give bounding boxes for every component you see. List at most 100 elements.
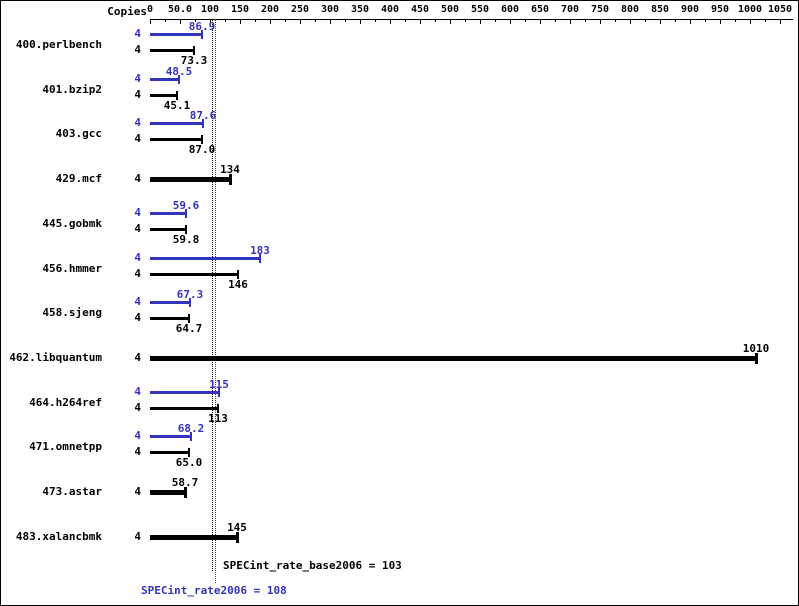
x-axis-major-tick [780,19,781,24]
bar-value-label: 48.5 [165,64,193,78]
x-axis-minor-tick [165,19,166,22]
copies-value: 4 [134,116,141,130]
x-axis-minor-tick [555,19,556,22]
benchmark-label: 458.sjeng [42,306,102,320]
peak-result-bar [150,301,190,305]
benchmark-label: 400.perlbench [15,38,102,51]
x-axis-tick-label: 950 [710,4,730,15]
x-axis-minor-tick [255,19,256,22]
bar-value-label: 58.7 [171,476,199,489]
bar-end-cap [259,253,261,263]
copies-value: 4 [134,221,141,235]
bar-value-label: 65.0 [175,456,203,470]
x-axis-major-tick [150,19,151,24]
bar-end-cap [176,90,178,100]
bar-end-cap [201,135,203,145]
x-axis-tick-label: 850 [650,4,670,15]
x-axis-major-tick [570,19,571,24]
copies-value: 4 [134,27,141,40]
x-axis-tick-label: 200 [260,4,280,15]
x-axis-minor-tick [405,19,406,22]
bar-end-cap [188,314,190,324]
x-axis-tick-label: 0 [146,4,154,15]
peak-result-bar [150,390,219,394]
peak-result-bar [150,77,179,81]
bar-end-cap [229,174,232,186]
peak-result-bar [150,122,203,126]
copies-value: 4 [134,43,141,56]
bar-value-label: 87.6 [189,109,217,123]
result-bar-combined [150,177,230,183]
benchmark-label: 473.astar [42,485,102,498]
peak-rate-annotation: SPECint_rate2006 = 108 [141,584,287,597]
x-axis-tick-label: 700 [560,4,580,15]
x-axis-major-tick [660,19,661,24]
x-axis-major-tick [360,19,361,24]
x-axis-major-tick [180,19,181,24]
base-rate-annotation: SPECint_rate_base2006 = 103 [223,559,402,572]
benchmark-label: 483.xalancbmk [15,529,102,543]
x-axis-tick-label: 800 [620,4,640,15]
bar-end-cap [237,269,239,279]
copies-value: 4 [134,172,141,186]
x-axis-major-tick [420,19,421,24]
x-axis-major-tick [390,19,391,24]
x-axis-line [150,19,793,20]
x-axis-tick-label: 550 [470,4,490,15]
x-axis-minor-tick [285,19,286,22]
x-axis-minor-tick [525,19,526,22]
x-axis-major-tick [270,19,271,24]
x-axis-minor-tick [195,19,196,22]
x-axis-tick-label: 400 [380,4,400,15]
x-axis-minor-tick [465,19,466,22]
x-axis-minor-tick [495,19,496,22]
bar-value-label: 59.6 [172,198,200,212]
benchmark-label: 456.hmmer [42,261,102,275]
copies-value: 4 [134,132,141,146]
peak-result-bar [150,33,202,36]
x-axis-tick-label: 900 [680,4,700,15]
result-bar-combined [150,355,756,361]
bar-end-cap [190,432,192,442]
x-axis-minor-tick [645,19,646,22]
x-axis-minor-tick [375,19,376,22]
x-axis-minor-tick [345,19,346,22]
bar-value-label: 64.7 [175,322,203,336]
x-axis-major-tick [300,19,301,24]
bar-value-label: 113 [208,411,228,425]
copies-value: 4 [134,311,141,325]
bar-value-label: 86.9 [188,20,216,33]
x-axis-major-tick [450,19,451,24]
x-axis-tick-label: 1000 [737,4,763,15]
base-result-bar [150,138,202,142]
x-axis-major-tick [330,19,331,24]
peak-result-bar [150,435,191,439]
x-axis-tick-label: 350 [350,4,370,15]
x-axis-minor-tick [315,19,316,22]
x-axis-minor-tick [765,19,766,22]
x-axis-minor-tick [585,19,586,22]
x-axis-tick-label: 50.0 [167,4,193,15]
bar-end-cap [202,119,204,129]
copies-value: 4 [134,429,141,443]
bar-end-cap [218,387,220,397]
x-axis-tick-label: 1050 [767,4,793,15]
base-result-bar [150,272,238,276]
x-axis-minor-tick [615,19,616,22]
x-axis-major-tick [630,19,631,24]
bar-value-label: 145 [227,520,247,534]
benchmark-label: 462.libquantum [9,350,102,364]
copies-value: 4 [134,445,141,459]
base-result-bar [150,451,189,455]
x-axis-tick-label: 650 [530,4,550,15]
bar-end-cap [217,403,219,413]
base-result-bar [150,93,177,97]
bar-value-label: 59.8 [172,232,200,246]
x-axis-major-tick [690,19,691,24]
bar-value-label: 146 [228,277,248,291]
bar-value-label: 68.2 [177,422,205,436]
bar-end-cap [178,74,180,84]
x-axis-tick-label: 300 [320,4,340,15]
bar-value-label: 1010 [742,341,770,355]
